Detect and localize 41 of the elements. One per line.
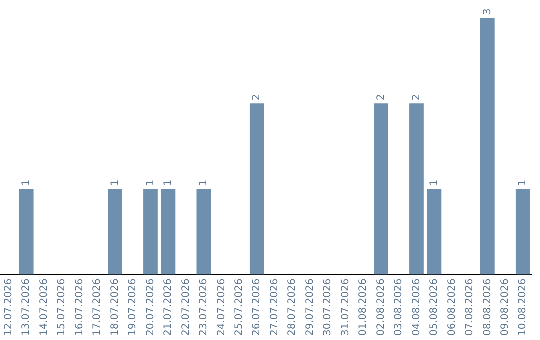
x-tick-label: 22.07.2026 [180, 278, 192, 336]
x-tick-label: 25.07.2026 [234, 278, 245, 336]
x-tick-label: 02.08.2026 [376, 278, 387, 336]
x-tick-label: 26.07.2026 [252, 278, 263, 336]
x-tick-label: 16.07.2026 [74, 278, 86, 336]
x-tick-label: 07.08.2026 [464, 278, 476, 336]
data-label: 1 [110, 180, 121, 186]
data-label: 2 [252, 94, 263, 101]
x-tick-label: 28.07.2026 [287, 278, 298, 336]
x-tick-label: 30.07.2026 [322, 278, 334, 336]
x-tick-label: 10.08.2026 [518, 278, 529, 336]
x-tick-label: 05.08.2026 [429, 278, 440, 336]
x-tick-label: 17.07.2026 [92, 278, 104, 336]
x-tick-label: 08.08.2026 [482, 278, 494, 336]
x-tick-label: 09.08.2026 [500, 278, 511, 336]
x-tick-label: 27.07.2026 [269, 278, 280, 336]
x-tick-label: 29.07.2026 [304, 278, 316, 336]
data-label: 1 [429, 180, 440, 186]
x-tick-label: 03.08.2026 [394, 278, 405, 336]
x-tick-label: 06.08.2026 [446, 278, 458, 336]
x-tick-label: 12.07.2026 [3, 278, 14, 336]
x-tick-label: 20.07.2026 [145, 278, 156, 336]
x-tick-label: 23.07.2026 [198, 278, 210, 336]
data-label: 1 [198, 180, 210, 186]
x-tick-label: 21.07.2026 [163, 278, 174, 336]
data-label: 1 [21, 180, 32, 186]
x-tick-label: 15.07.2026 [56, 278, 68, 336]
x-tick-label: 31.07.2026 [340, 278, 352, 336]
x-tick-label: 24.07.2026 [216, 278, 228, 336]
data-label: 2 [411, 94, 422, 101]
x-tick-label: 14.07.2026 [38, 278, 50, 336]
x-tick-label: 01.08.2026 [358, 278, 370, 336]
x-tick-label: 18.07.2026 [110, 278, 121, 336]
data-label: 1 [518, 180, 529, 186]
data-label: 1 [163, 180, 174, 186]
data-label: 2 [376, 94, 387, 101]
x-tick-label: 19.07.2026 [128, 278, 139, 336]
x-tick-label: 04.08.2026 [411, 278, 422, 336]
data-label: 3 [482, 8, 494, 15]
data-label: 1 [145, 180, 156, 186]
x-tick-label: 13.07.2026 [21, 278, 32, 336]
